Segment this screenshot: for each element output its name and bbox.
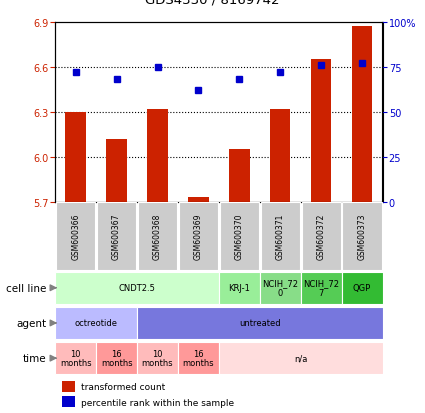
- Text: time: time: [23, 353, 47, 363]
- Bar: [352, 27, 372, 202]
- Text: 16
months: 16 months: [183, 349, 214, 368]
- Bar: [147, 109, 168, 202]
- Bar: [261, 202, 300, 271]
- Bar: [137, 342, 178, 375]
- Text: percentile rank within the sample: percentile rank within the sample: [82, 398, 235, 406]
- Bar: [342, 272, 383, 304]
- Text: 10
months: 10 months: [142, 349, 173, 368]
- Bar: [62, 396, 75, 407]
- Text: octreotide: octreotide: [75, 319, 118, 328]
- Bar: [138, 202, 177, 271]
- Bar: [300, 272, 342, 304]
- Text: NCIH_72
7: NCIH_72 7: [303, 279, 339, 297]
- Bar: [96, 342, 137, 375]
- Bar: [55, 307, 137, 339]
- Text: GDS4330 / 8169742: GDS4330 / 8169742: [145, 0, 280, 6]
- Text: agent: agent: [17, 318, 47, 328]
- Bar: [301, 202, 341, 271]
- Text: GSM600371: GSM600371: [276, 213, 285, 260]
- Bar: [229, 150, 249, 202]
- Bar: [220, 202, 259, 271]
- Bar: [179, 202, 218, 271]
- Text: GSM600370: GSM600370: [235, 213, 244, 260]
- Text: GSM600373: GSM600373: [357, 213, 366, 260]
- Bar: [188, 198, 209, 202]
- Bar: [65, 113, 86, 202]
- Text: GSM600372: GSM600372: [317, 213, 326, 260]
- Text: 16
months: 16 months: [101, 349, 133, 368]
- Text: KRJ-1: KRJ-1: [228, 284, 250, 292]
- Bar: [178, 342, 219, 375]
- Bar: [137, 307, 382, 339]
- Text: NCIH_72
0: NCIH_72 0: [262, 279, 298, 297]
- Text: QGP: QGP: [353, 284, 371, 292]
- Text: CNDT2.5: CNDT2.5: [119, 284, 156, 292]
- Text: transformed count: transformed count: [82, 382, 166, 391]
- Bar: [56, 202, 95, 271]
- Text: GSM600366: GSM600366: [71, 213, 80, 260]
- Text: 10
months: 10 months: [60, 349, 91, 368]
- Bar: [106, 140, 127, 202]
- Text: GSM600367: GSM600367: [112, 213, 121, 260]
- Bar: [219, 272, 260, 304]
- Bar: [270, 109, 290, 202]
- Text: untreated: untreated: [239, 319, 280, 328]
- Bar: [219, 342, 382, 375]
- Text: GSM600368: GSM600368: [153, 213, 162, 260]
- Text: n/a: n/a: [294, 354, 307, 363]
- Bar: [260, 272, 300, 304]
- Text: GSM600369: GSM600369: [194, 213, 203, 260]
- Bar: [62, 381, 75, 392]
- Bar: [343, 202, 382, 271]
- Bar: [55, 272, 219, 304]
- Bar: [55, 342, 96, 375]
- Text: cell line: cell line: [6, 283, 47, 293]
- Bar: [97, 202, 136, 271]
- Bar: [311, 60, 332, 202]
